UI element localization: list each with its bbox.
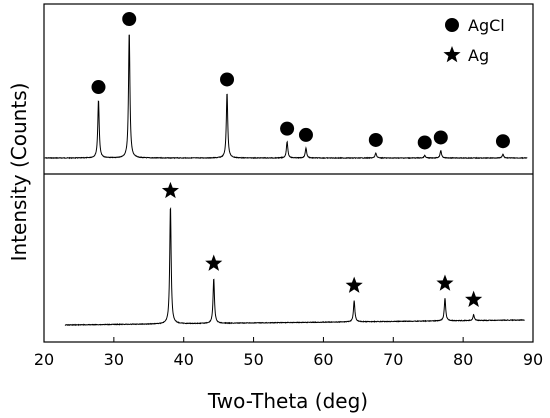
- pattern-bottom: [64, 207, 525, 327]
- x-tick-label: 20: [34, 350, 54, 369]
- agcl-peak-marker-icon: [122, 12, 137, 26]
- ag-peak-marker-icon: [436, 274, 454, 291]
- x-axis-ticks: 20 30 40 50 60 70 80 90: [34, 337, 543, 369]
- ag-peak-marker-icon: [465, 290, 483, 307]
- agcl-peak-marker-icon: [495, 134, 510, 149]
- x-axis-title: Two-Theta (deg): [207, 389, 368, 413]
- x-tick-label: 60: [313, 350, 333, 369]
- agcl-peak-marker-icon: [220, 72, 235, 87]
- agcl-peak-marker-icon: [368, 132, 383, 147]
- legend: AgCl Ag: [443, 16, 505, 65]
- x-tick-label: 90: [523, 350, 543, 369]
- agcl-peak-marker-icon: [298, 127, 313, 142]
- agcl-peak-marker-icon: [91, 80, 106, 95]
- ag-peak-marker-icon: [205, 254, 223, 271]
- diffraction-patterns: [44, 34, 528, 327]
- legend-label-agcl: AgCl: [468, 16, 505, 35]
- plot-frame: [43, 3, 534, 343]
- legend-label-ag: Ag: [468, 46, 489, 65]
- ag-peak-marker-icon: [345, 276, 363, 293]
- agcl-peak-marker-icon: [417, 135, 432, 150]
- agcl-peak-marker-icon: [280, 121, 295, 136]
- peak-markers: [91, 12, 510, 307]
- x-tick-label: 30: [104, 350, 124, 369]
- x-tick-label: 70: [383, 350, 403, 369]
- ag-peak-marker-icon: [161, 181, 179, 199]
- y-axis-title: Intensity (Counts): [7, 83, 31, 262]
- x-tick-label: 80: [453, 350, 473, 369]
- x-tick-label: 40: [174, 350, 194, 369]
- agcl-peak-marker-icon: [433, 130, 448, 145]
- x-tick-label: 50: [243, 350, 263, 369]
- legend-circle-icon: [445, 18, 459, 32]
- pattern-top: [44, 34, 528, 160]
- legend-star-icon: [443, 46, 461, 63]
